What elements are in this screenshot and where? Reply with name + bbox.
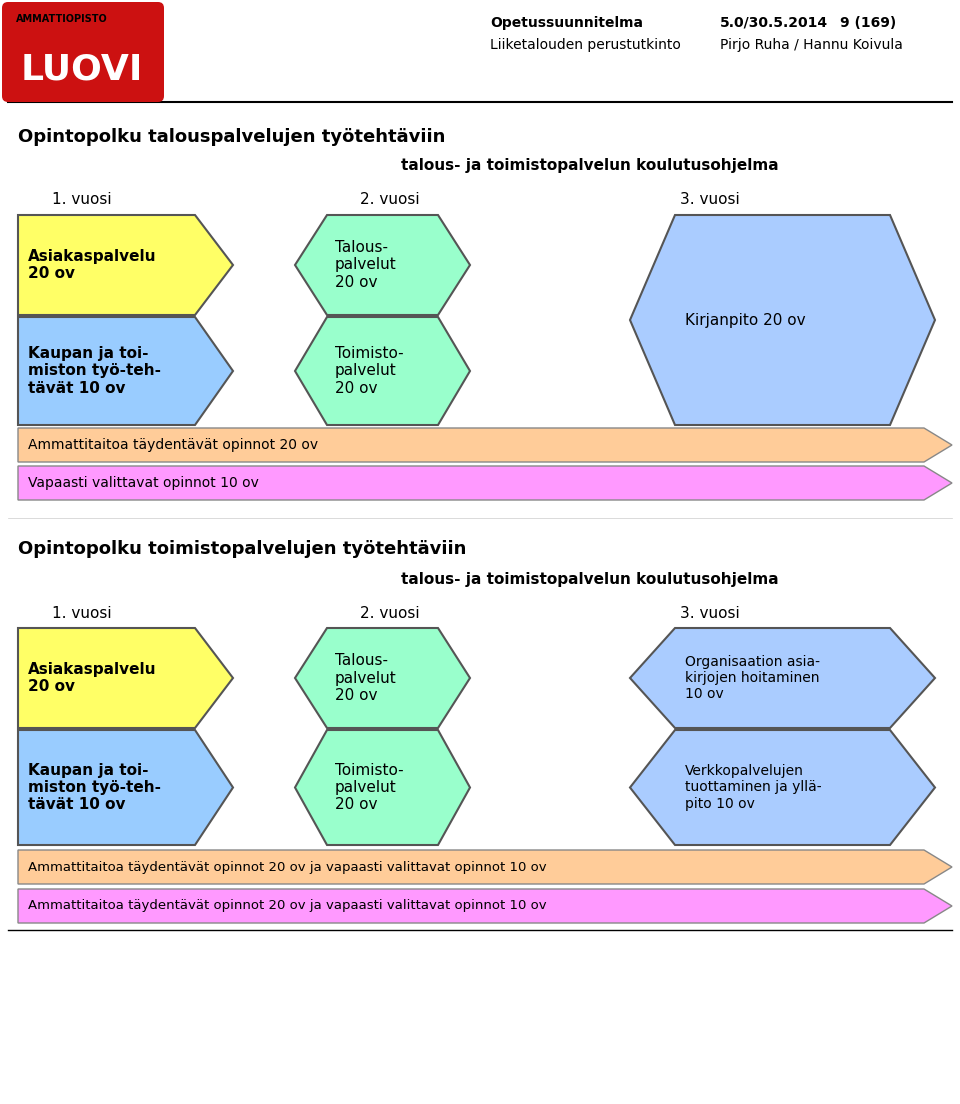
Text: talous- ja toimistopalvelun koulutusohjelma: talous- ja toimistopalvelun koulutusohje…: [401, 572, 779, 587]
Text: 1. vuosi: 1. vuosi: [52, 606, 111, 620]
Text: Talous-
palvelut
20 ov: Talous- palvelut 20 ov: [335, 240, 396, 290]
Text: Kaupan ja toi-
miston työ-teh-
tävät 10 ov: Kaupan ja toi- miston työ-teh- tävät 10 …: [28, 763, 161, 813]
Text: Ammattitaitoa täydentävät opinnot 20 ov: Ammattitaitoa täydentävät opinnot 20 ov: [28, 438, 318, 452]
Text: Pirjo Ruha / Hannu Koivula: Pirjo Ruha / Hannu Koivula: [720, 38, 902, 52]
Polygon shape: [18, 215, 233, 315]
Text: Toimisto-
palvelut
20 ov: Toimisto- palvelut 20 ov: [335, 763, 403, 813]
FancyBboxPatch shape: [2, 2, 164, 102]
Text: Toimisto-
palvelut
20 ov: Toimisto- palvelut 20 ov: [335, 346, 403, 396]
Text: Vapaasti valittavat opinnot 10 ov: Vapaasti valittavat opinnot 10 ov: [28, 476, 259, 490]
Text: Opetussuunnitelma: Opetussuunnitelma: [490, 15, 643, 30]
Polygon shape: [18, 850, 952, 884]
Text: Asiakaspalvelu
20 ov: Asiakaspalvelu 20 ov: [28, 248, 156, 282]
Polygon shape: [630, 628, 935, 728]
Polygon shape: [295, 628, 470, 728]
Polygon shape: [18, 428, 952, 461]
Text: Opintopolku toimistopalvelujen työtehtäviin: Opintopolku toimistopalvelujen työtehtäv…: [18, 540, 467, 558]
Polygon shape: [18, 317, 233, 425]
Text: 1. vuosi: 1. vuosi: [52, 192, 111, 208]
Text: Talous-
palvelut
20 ov: Talous- palvelut 20 ov: [335, 654, 396, 703]
Text: 5.0/30.5.2014: 5.0/30.5.2014: [720, 15, 828, 30]
Text: Kaupan ja toi-
miston työ-teh-
tävät 10 ov: Kaupan ja toi- miston työ-teh- tävät 10 …: [28, 346, 161, 396]
Text: 2. vuosi: 2. vuosi: [360, 192, 420, 208]
Text: talous- ja toimistopalvelun koulutusohjelma: talous- ja toimistopalvelun koulutusohje…: [401, 158, 779, 173]
Polygon shape: [295, 215, 470, 315]
Text: 3. vuosi: 3. vuosi: [680, 192, 740, 208]
Text: Kirjanpito 20 ov: Kirjanpito 20 ov: [685, 312, 805, 328]
Polygon shape: [18, 466, 952, 500]
Polygon shape: [18, 628, 233, 728]
Text: AMMATTIOPISTO: AMMATTIOPISTO: [16, 14, 108, 24]
Text: Liiketalouden perustutkinto: Liiketalouden perustutkinto: [490, 38, 681, 52]
Text: Opintopolku talouspalvelujen työtehtäviin: Opintopolku talouspalvelujen työtehtävii…: [18, 128, 445, 146]
Text: Ammattitaitoa täydentävät opinnot 20 ov ja vapaasti valittavat opinnot 10 ov: Ammattitaitoa täydentävät opinnot 20 ov …: [28, 900, 546, 913]
Text: Asiakaspalvelu
20 ov: Asiakaspalvelu 20 ov: [28, 661, 156, 694]
Polygon shape: [295, 317, 470, 425]
Polygon shape: [630, 730, 935, 845]
Polygon shape: [295, 730, 470, 845]
Polygon shape: [630, 215, 935, 425]
Text: 9 (169): 9 (169): [840, 15, 897, 30]
Text: Ammattitaitoa täydentävät opinnot 20 ov ja vapaasti valittavat opinnot 10 ov: Ammattitaitoa täydentävät opinnot 20 ov …: [28, 860, 546, 873]
Text: 3. vuosi: 3. vuosi: [680, 606, 740, 620]
Polygon shape: [18, 730, 233, 845]
Polygon shape: [18, 889, 952, 923]
Text: 2. vuosi: 2. vuosi: [360, 606, 420, 620]
Text: Verkkopalvelujen
tuottaminen ja yllä-
pito 10 ov: Verkkopalvelujen tuottaminen ja yllä- pi…: [685, 764, 822, 810]
Text: LUOVI: LUOVI: [21, 53, 143, 87]
Text: Organisaation asia-
kirjojen hoitaminen
10 ov: Organisaation asia- kirjojen hoitaminen …: [685, 655, 820, 701]
